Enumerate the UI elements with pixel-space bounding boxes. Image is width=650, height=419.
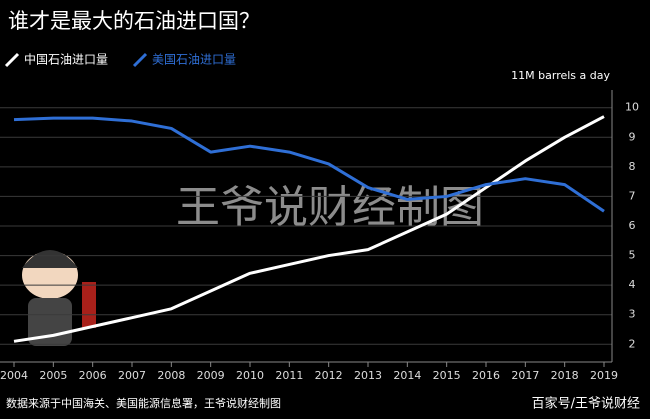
footer-bar	[0, 395, 650, 419]
unit-label: 11M barrels a day	[511, 69, 610, 82]
x-tick-label: 2006	[79, 369, 107, 382]
y-tick-label: 7	[629, 189, 636, 202]
x-tick-label: 2009	[197, 369, 225, 382]
x-tick-label: 2013	[354, 369, 382, 382]
x-tick-label: 2019	[590, 369, 618, 382]
y-tick-label: 8	[629, 160, 636, 173]
legend-swatch	[4, 52, 20, 68]
source: 数据来源于中国海关、美国能源信息署，王爷说财经制图	[6, 396, 281, 410]
x-tick-label: 2008	[157, 369, 185, 382]
series-line	[13, 115, 605, 343]
x-tick-label: 2007	[118, 369, 146, 382]
credit: 百家号/王爷说财经	[532, 396, 640, 412]
y-tick-label: 3	[629, 308, 636, 321]
x-tick-label: 2015	[433, 369, 461, 382]
series-line	[13, 116, 605, 213]
x-tick-label: 2010	[236, 369, 264, 382]
x-tick-label: 2004	[0, 369, 28, 382]
x-tick-label: 2017	[511, 369, 539, 382]
legend-swatch	[132, 52, 148, 68]
watermark: 王爷说财经制图	[176, 182, 484, 233]
legend-label: 美国石油进口量	[152, 53, 236, 67]
cartoon	[22, 250, 96, 346]
y-tick-label: 9	[629, 130, 636, 143]
x-tick-label: 2011	[275, 369, 303, 382]
legend-label: 中国石油进口量	[24, 52, 108, 67]
y-tick-label: 5	[629, 249, 636, 262]
chart-title: 谁才是最大的石油进口国？	[8, 9, 260, 33]
y-tick-label: 2	[629, 337, 636, 350]
x-tick-label: 2012	[315, 369, 343, 382]
y-tick-label: 4	[629, 278, 636, 291]
x-tick-label: 2016	[472, 369, 500, 382]
x-tick-label: 2014	[393, 369, 421, 382]
x-tick-label: 2018	[551, 369, 579, 382]
x-tick-label: 2005	[39, 369, 67, 382]
y-tick-label: 6	[629, 219, 636, 232]
y-tick-label: 10	[625, 101, 639, 114]
